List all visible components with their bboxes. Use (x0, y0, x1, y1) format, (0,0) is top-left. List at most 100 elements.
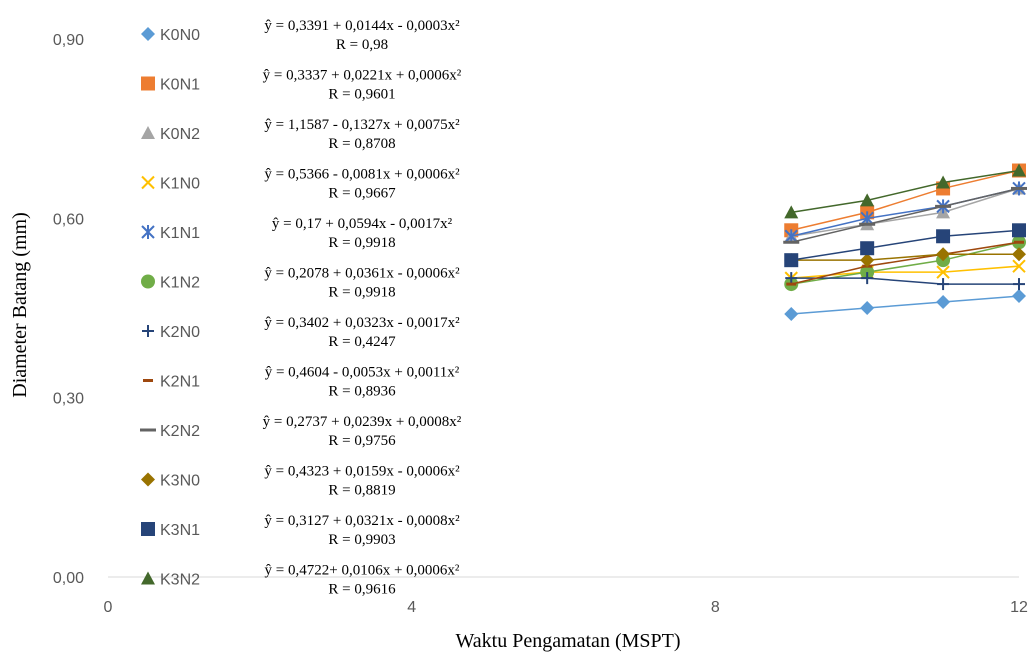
legend-marker-icon (141, 571, 155, 585)
data-point (860, 253, 875, 268)
series-k3n2 (784, 163, 1026, 219)
legend-item-k3n1: K3N1 ŷ = 0,3127 + 0,0321x - 0,0008x² R = 0… (141, 513, 460, 548)
legend-item-k1n0: K1N0 ŷ = 0,5366 - 0,0081x + 0,0006x² R = 0… (141, 167, 460, 202)
data-point (784, 306, 799, 321)
legend-item-k3n2: K3N2 ŷ = 0,4722+ 0,0106x + 0,0006x² R = 0,… (141, 563, 460, 598)
data-point (936, 229, 951, 244)
correlation-value: R = 0,8936 (328, 384, 396, 400)
legend-marker-icon (141, 522, 155, 536)
regression-equation: ŷ = 0,4604 - 0,0053x + 0,0011x² (265, 365, 460, 381)
legend-item-k2n0: K2N0 ŷ = 0,3402 + 0,0323x - 0,0017x² R = 0… (142, 315, 460, 350)
legend-label: K1N1 (160, 225, 200, 242)
legend-item-k1n2: K1N2 ŷ = 0,2078 + 0,0361x - 0,0006x² R = 0… (141, 266, 460, 301)
regression-equation: ŷ = 0,3337 + 0,0221x + 0,0006x² (263, 68, 462, 84)
y-axis-title: Diameter Batang (mm) (9, 212, 31, 398)
marker-shape (1012, 247, 1026, 262)
y-tick-label: 0,00 (53, 570, 84, 587)
data-point (860, 241, 875, 256)
legend-label: K1N0 (160, 176, 200, 193)
legend-label: K3N0 (160, 473, 200, 490)
regression-equation: ŷ = 1,1587 - 0,1327x + 0,0075x² (264, 117, 460, 133)
marker-shape (936, 265, 950, 279)
series-k3n0 (784, 247, 1026, 268)
trend-line (791, 187, 1020, 238)
data-point (1012, 247, 1026, 262)
legend-item-k3n0: K3N0 ŷ = 0,4323 + 0,0159x - 0,0006x² R = 0… (141, 464, 460, 499)
x-tick-label: 8 (711, 599, 720, 616)
data-point (785, 272, 798, 285)
x-tick-label: 0 (104, 599, 113, 616)
legend-marker-icon (141, 27, 155, 41)
trend-line (791, 169, 1020, 214)
marker-shape (936, 295, 951, 310)
correlation-value: R = 0,9918 (328, 235, 395, 251)
correlation-value: R = 0,9903 (328, 532, 395, 548)
marker-shape (141, 571, 155, 585)
data-point (1013, 278, 1025, 291)
legend-item-k2n1: K2N1 ŷ = 0,4604 - 0,0053x + 0,0011x² R = 0… (143, 365, 460, 400)
legend-marker-icon (141, 274, 155, 289)
x-axis-title: Waktu Pengamatan (MSPT) (455, 630, 680, 652)
marker-shape (141, 175, 155, 190)
legend-label: K2N0 (160, 324, 200, 341)
correlation-value: R = 0,8708 (328, 136, 395, 152)
data-point (936, 295, 951, 310)
legend-item-k0n1: K0N1 ŷ = 0,3337 + 0,0221x + 0,0006x² R = 0… (141, 68, 462, 103)
marker-shape (1012, 163, 1026, 177)
correlation-value: R = 0,9601 (328, 87, 395, 103)
marker-shape (784, 205, 799, 219)
legend-item-k0n0: K0N0 ŷ = 0,3391 + 0,0144x - 0,0003x² R = 0… (141, 18, 460, 53)
data-point (1012, 163, 1026, 177)
trend-line (791, 277, 1019, 285)
series-layer (783, 163, 1027, 321)
y-tick-label: 0,30 (53, 391, 84, 408)
legend-label: K0N0 (160, 27, 200, 44)
legend-item-k2n2: K2N2 ŷ = 0,2737 + 0,0239x + 0,0008x² R = 0… (140, 414, 462, 449)
marker-shape (936, 229, 951, 244)
correlation-value: R = 0,98 (336, 37, 388, 53)
correlation-value: R = 0,9756 (328, 433, 396, 449)
trend-line (791, 169, 1020, 232)
legend-label: K3N2 (160, 572, 200, 589)
marker-shape (141, 472, 155, 487)
regression-equation: ŷ = 0,4722+ 0,0106x + 0,0006x² (265, 563, 460, 579)
trend-line (791, 295, 1020, 315)
marker-shape (1012, 259, 1026, 273)
y-tick-label: 0,60 (53, 211, 84, 228)
regression-equation: ŷ = 0,5366 - 0,0081x + 0,0006x² (264, 167, 460, 183)
regression-equation: ŷ = 0,3391 + 0,0144x - 0,0003x² (264, 18, 460, 34)
legend-marker-icon (141, 126, 155, 139)
marker-shape (860, 253, 875, 268)
legend-marker-icon (141, 76, 155, 91)
series-k0n0 (784, 289, 1026, 321)
legend-marker-icon (142, 325, 154, 337)
marker-shape (860, 301, 875, 315)
legend-label: K0N1 (160, 77, 200, 94)
regression-equation: ŷ = 0,4323 + 0,0159x - 0,0006x² (264, 464, 460, 480)
axes: 0 4 8 12 0,00 0,30 0,60 0,90 (53, 32, 1028, 616)
data-point (860, 193, 875, 207)
correlation-value: R = 0,9918 (328, 285, 395, 301)
marker-shape (784, 306, 799, 321)
marker-shape (141, 27, 155, 41)
data-point (936, 247, 951, 262)
regression-equation: ŷ = 0,17 + 0,0594x - 0,0017x² (272, 216, 453, 232)
regression-equation: ŷ = 0,3127 + 0,0321x - 0,0008x² (264, 513, 460, 529)
regression-equation: ŷ = 0,2078 + 0,0361x - 0,0006x² (264, 266, 460, 282)
data-point (936, 175, 951, 189)
regression-equation: ŷ = 0,3402 + 0,0323x - 0,0017x² (264, 315, 460, 331)
trend-line (791, 229, 1020, 261)
trend-line (791, 187, 1020, 243)
marker-shape (141, 274, 155, 289)
series-k2n2 (783, 186, 1027, 244)
data-point (936, 265, 950, 279)
data-point (860, 301, 875, 315)
data-point (784, 253, 799, 268)
legend-label: K3N1 (160, 522, 200, 539)
x-tick-label: 12 (1010, 599, 1028, 616)
marker-shape (141, 76, 155, 91)
legend: K0N0 ŷ = 0,3391 + 0,0144x - 0,0003x² R = 0… (140, 18, 462, 598)
legend-label: K1N2 (160, 275, 200, 292)
data-point (1012, 289, 1026, 304)
legend-label: K2N2 (160, 423, 200, 440)
